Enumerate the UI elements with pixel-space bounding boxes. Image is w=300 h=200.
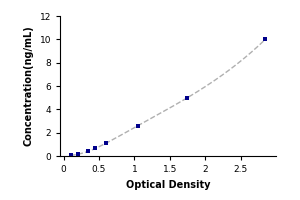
- Y-axis label: Concentration(ng/mL): Concentration(ng/mL): [24, 26, 34, 146]
- X-axis label: Optical Density: Optical Density: [126, 180, 210, 190]
